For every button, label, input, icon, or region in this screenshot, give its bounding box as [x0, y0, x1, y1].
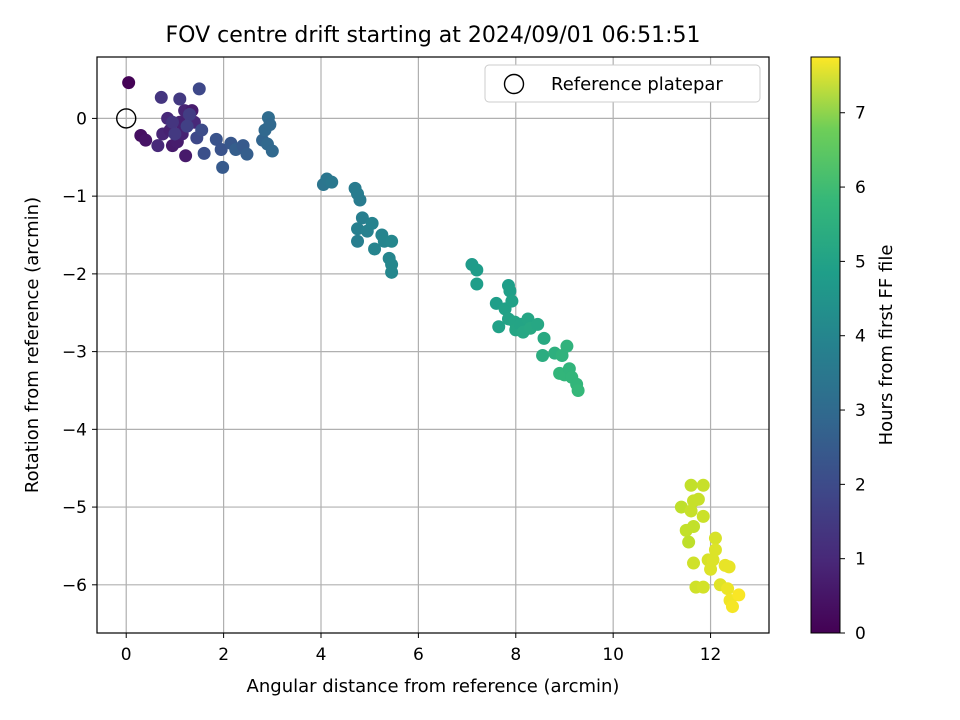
scatter-point: [505, 294, 519, 308]
scatter-point: [351, 234, 365, 248]
chart-title: FOV centre drift starting at 2024/09/01 …: [166, 23, 701, 48]
scatter-point: [732, 588, 746, 602]
x-axis-label: Angular distance from reference (arcmin): [247, 676, 620, 697]
scatter-point: [192, 82, 206, 96]
scatter-point: [722, 560, 736, 574]
legend-marker-icon: [503, 73, 525, 95]
scatter-point: [687, 556, 701, 570]
scatter-point: [470, 263, 484, 277]
scatter-point: [195, 123, 209, 137]
scatter-point: [351, 222, 365, 236]
scatter-point: [682, 535, 696, 549]
scatter-point: [385, 234, 399, 248]
scatter-point: [696, 580, 710, 594]
scatter-point: [503, 284, 517, 298]
y-tick-label: 0: [76, 109, 87, 129]
plot-frame: [96, 56, 770, 634]
scatter-point: [385, 265, 399, 279]
scatter-point: [492, 320, 506, 334]
scatter-point: [721, 582, 735, 596]
scatter-point: [696, 509, 710, 523]
scatter-point: [263, 118, 277, 132]
y-tick-label: −5: [62, 498, 87, 518]
y-axis-label: Rotation from reference (arcmin): [22, 197, 43, 493]
scatter-point: [151, 139, 165, 153]
colorbar-tick-label: 4: [855, 327, 866, 347]
scatter-point: [122, 76, 136, 90]
scatter-point: [180, 119, 194, 133]
scatter-point: [139, 133, 153, 147]
scatter-point: [368, 242, 382, 256]
scatter-point: [536, 348, 550, 362]
scatter-point: [725, 600, 739, 614]
scatter-point: [691, 492, 705, 506]
legend: Reference platepar: [484, 64, 761, 103]
colorbar-label: Hours from first FF file: [876, 245, 897, 446]
x-tick-label: 2: [218, 645, 229, 665]
scatter-point: [571, 383, 585, 397]
y-tick-label: −4: [62, 420, 87, 440]
scatter-point: [706, 553, 720, 567]
scatter-point: [684, 504, 698, 518]
scatter-point: [353, 193, 367, 207]
x-tick-label: 4: [316, 645, 327, 665]
scatter-point: [684, 478, 698, 492]
x-tick-label: 6: [413, 645, 424, 665]
scatter-point: [154, 90, 168, 104]
scatter-point: [183, 108, 197, 122]
scatter-point: [173, 92, 187, 106]
y-tick-label: −6: [62, 576, 87, 596]
scatter-point: [179, 149, 193, 163]
colorbar-ticks: 0 1 2 3 4 5 6 7: [840, 104, 866, 644]
y-tick-label: −3: [62, 343, 87, 363]
y-axis-ticks: 0 −1 −2 −3 −4 −5 −6: [62, 109, 97, 596]
colorbar-tick-label: 7: [855, 104, 866, 124]
scatter-point: [265, 144, 279, 158]
scatter-point: [209, 132, 223, 146]
legend-box: [484, 64, 761, 103]
x-tick-label: 8: [510, 645, 521, 665]
colorbar: [810, 56, 841, 634]
scatter-point: [687, 520, 701, 534]
reference-point-marker: [116, 108, 137, 129]
scatter-point: [165, 115, 179, 129]
y-tick-label: −2: [62, 265, 87, 285]
scatter-point: [470, 277, 484, 291]
colorbar-tick-label: 6: [855, 178, 866, 198]
scatter-point: [216, 160, 230, 174]
colorbar-tick-label: 5: [855, 252, 866, 272]
scatter-point: [708, 543, 722, 557]
scatter-point: [531, 317, 545, 331]
scatter-point: [325, 175, 339, 189]
scatter-point: [674, 500, 688, 514]
scatter-point: [537, 331, 551, 345]
y-tick-label: −1: [62, 187, 87, 207]
scatter-point: [168, 127, 182, 141]
x-axis-ticks: 0 2 4 6 8 10 12: [121, 633, 722, 665]
legend-label: Reference platepar: [551, 74, 723, 95]
colorbar-tick-label: 3: [855, 401, 866, 421]
grid: [97, 57, 769, 633]
scatter-point: [696, 478, 710, 492]
scatter-point: [197, 146, 211, 160]
scatter-point: [560, 339, 574, 353]
colorbar-tick-label: 2: [855, 475, 866, 495]
scatter-point: [355, 211, 369, 225]
scatter-point: [365, 216, 379, 230]
scatter-point: [708, 531, 722, 545]
colorbar-tick-label: 0: [855, 624, 866, 644]
x-tick-label: 12: [700, 645, 722, 665]
x-tick-label: 10: [602, 645, 624, 665]
scatter-point: [214, 143, 228, 157]
scatter-points: [122, 76, 746, 614]
x-tick-label: 0: [121, 645, 132, 665]
colorbar-tick-label: 1: [855, 550, 866, 570]
scatter-point: [240, 147, 254, 161]
